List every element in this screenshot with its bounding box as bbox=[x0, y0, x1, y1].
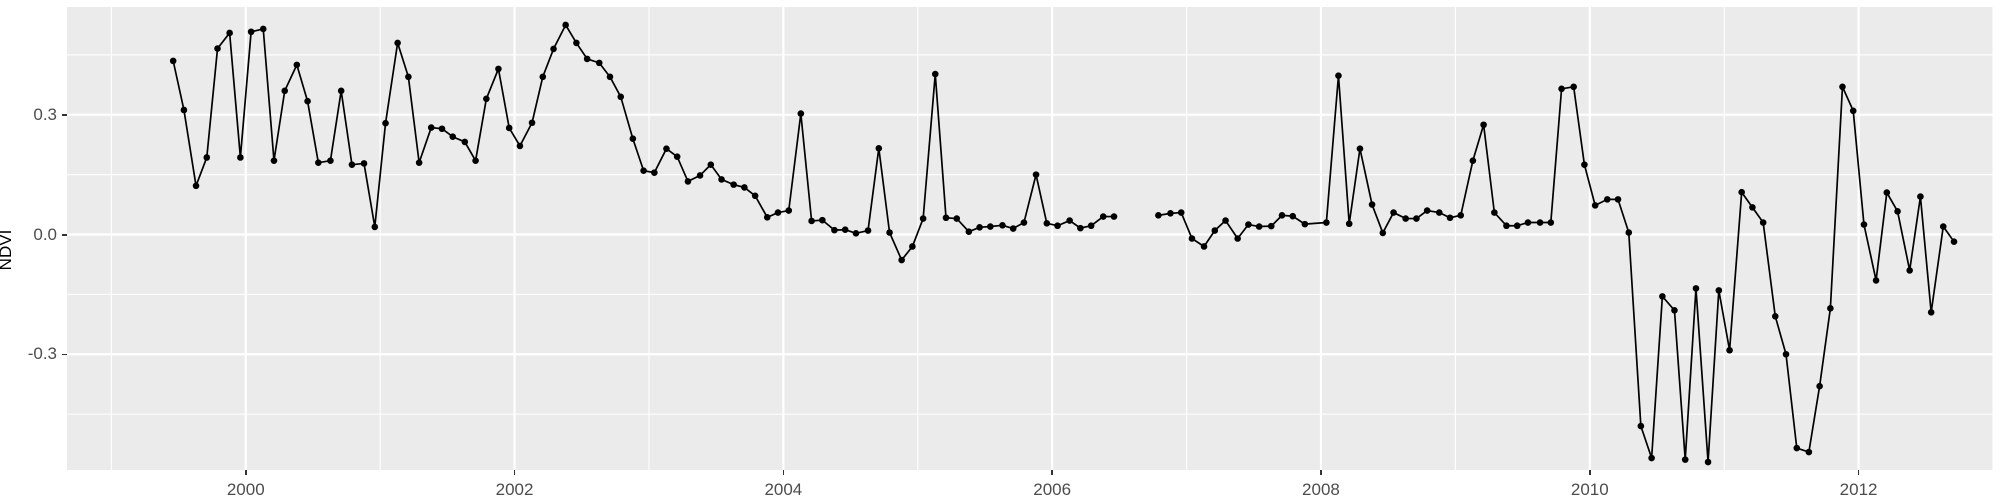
x-tick-mark bbox=[1051, 470, 1053, 475]
y-tick-mark bbox=[62, 114, 67, 116]
x-tick-mark bbox=[513, 470, 516, 475]
y-tick-label: 0.3 bbox=[33, 104, 57, 124]
y-tick-mark bbox=[62, 234, 67, 236]
y-tick-label: 0.0 bbox=[33, 224, 57, 244]
series-data-points bbox=[169, 21, 1958, 466]
x-tick-label: 2008 bbox=[1302, 480, 1340, 499]
x-tick-label: 2004 bbox=[764, 480, 803, 499]
x-tick-label: 2002 bbox=[495, 480, 534, 499]
major-gridlines bbox=[67, 7, 1993, 470]
x-tick-mark bbox=[1857, 470, 1860, 475]
y-tick-mark bbox=[62, 353, 67, 356]
x-tick-mark bbox=[245, 470, 247, 475]
y-axis-title: NDVI bbox=[0, 229, 15, 271]
x-tick-label: 2010 bbox=[1570, 480, 1609, 499]
x-tick-label: 2000 bbox=[226, 480, 265, 499]
minor-gridlines bbox=[67, 7, 1993, 470]
plot-panel bbox=[67, 7, 1993, 470]
x-tick-mark bbox=[1320, 470, 1322, 475]
x-tick-mark bbox=[782, 470, 785, 475]
x-tick-mark bbox=[1589, 470, 1591, 475]
y-axis-tick-labels: -0.3 0.0 0.3 bbox=[0, 0, 67, 500]
x-tick-label: 2012 bbox=[1839, 480, 1878, 499]
y-tick-label: -0.3 bbox=[27, 344, 57, 364]
x-tick-label: 2006 bbox=[1033, 480, 1072, 499]
plot-area-svg bbox=[67, 7, 1993, 470]
